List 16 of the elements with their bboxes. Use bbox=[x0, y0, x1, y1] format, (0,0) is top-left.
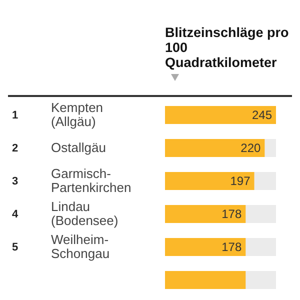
text: 1 bbox=[12, 109, 18, 122]
y-tick-label: Ostallgäu bbox=[51, 140, 106, 156]
text: 4 bbox=[12, 208, 19, 220]
data-label: 220 bbox=[240, 141, 261, 156]
text: 5 bbox=[12, 241, 18, 254]
chart-title: Blitzeinschläge pro 100 Quadratkilometer bbox=[165, 25, 290, 72]
y-tick-label: Kempten (Allgäu) bbox=[51, 100, 104, 130]
data-label: 197 bbox=[230, 174, 251, 188]
y-tick-label: Garmisch-Partenkirchen bbox=[51, 166, 132, 196]
data-label: 178 bbox=[222, 240, 242, 254]
text: 3 bbox=[12, 175, 18, 188]
data-label: 245 bbox=[252, 108, 272, 122]
y-tick-label: Weilheim-Schongau bbox=[51, 232, 110, 262]
data-label: 178 bbox=[222, 207, 242, 222]
text: 2 bbox=[12, 142, 18, 154]
y-tick-label: Lindau (Bodensee) bbox=[51, 199, 118, 228]
